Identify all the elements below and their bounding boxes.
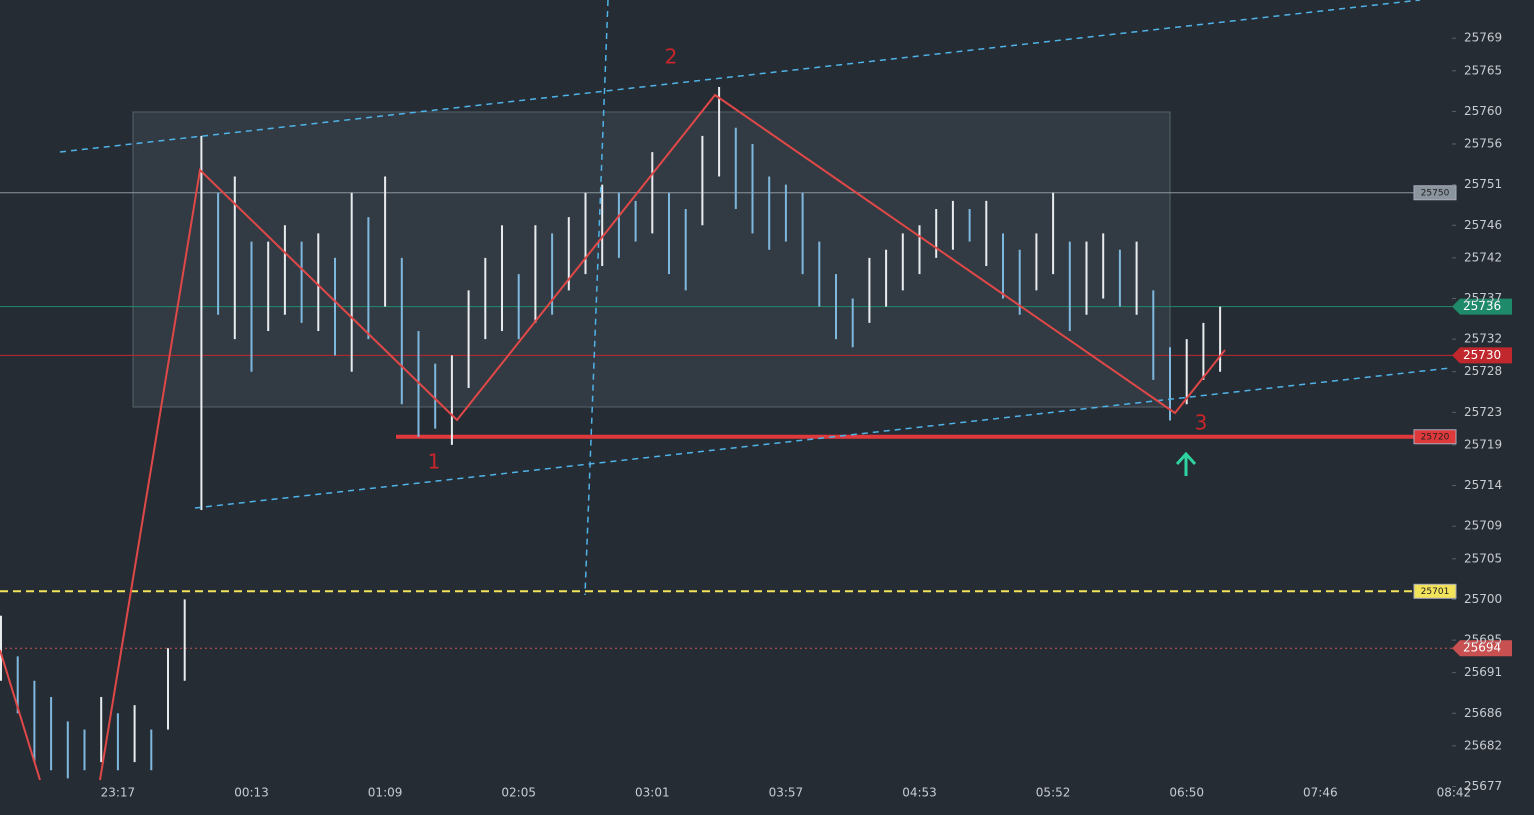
y-tick-label: 25714 [1464,478,1502,492]
y-tick-label: 25695 [1464,633,1502,647]
annotation: 2 [665,45,678,69]
y-tick-label: 25686 [1464,706,1502,720]
y-tick-label: 25756 [1464,136,1502,150]
price-tag-label: 25750 [1421,188,1450,198]
y-tick-label: 25760 [1464,104,1502,118]
price-tag [1413,583,1457,599]
x-tick-label: 01:09 [368,786,403,800]
x-tick-label: 02:05 [501,786,536,800]
price-tag [1452,347,1512,364]
price-tag-label: 25720 [1421,432,1450,442]
y-tick-label: 25700 [1464,592,1502,606]
channel-lower [194,367,1451,509]
price-tag-label: 25694 [1463,641,1501,655]
price-tag [1452,640,1512,657]
annotation: 1 [428,450,441,474]
channel-upper [59,0,1421,153]
y-tick-label: 25709 [1464,519,1502,533]
price-tag [1413,429,1457,445]
pattern-line [0,649,41,781]
y-tick-label: 25751 [1464,177,1502,191]
y-tick-label: 25682 [1464,738,1502,752]
channel-lines [59,0,1451,596]
candles [0,87,1222,779]
y-tick-label: 25677 [1464,779,1502,793]
price-tag-label: 25701 [1421,587,1450,597]
x-tick-label: 04:53 [902,786,937,800]
x-tick-label: 06:50 [1169,786,1204,800]
signal-arrow [1175,451,1197,476]
axes: 25769 25765 25760 25756 25751 25746 25742 25737… [101,31,1503,800]
price-tag-label: 25736 [1463,299,1501,313]
annotation: 3 [1195,411,1208,435]
y-tick-label: 25732 [1464,332,1502,346]
price-tag [1452,298,1512,315]
levels: 25750 25736 25730 25720 25701 25694 [0,185,1512,657]
x-tick-label: 00:13 [234,786,269,800]
y-tick-label: 25746 [1464,218,1502,232]
price-tag-label: 25730 [1463,348,1501,362]
y-tick-label: 25723 [1464,405,1502,419]
y-tick-label: 25737 [1464,291,1502,305]
x-tick-label: 07:46 [1303,786,1338,800]
x-tick-label: 03:57 [769,786,804,800]
x-tick-label: 03:01 [635,786,670,800]
vertical-line [584,0,609,596]
x-tick-label: 05:52 [1036,786,1071,800]
y-tick-label: 25719 [1464,437,1502,451]
y-tick-label: 25769 [1464,31,1502,45]
y-tick-label: 25691 [1464,665,1502,679]
y-tick-label: 25742 [1464,250,1502,264]
price-tag [1413,185,1457,201]
y-tick-label: 25728 [1464,364,1502,378]
x-tick-label: 23:17 [101,786,136,800]
y-tick-label: 25765 [1464,63,1502,77]
y-tick-label: 25705 [1464,551,1502,565]
x-tick-label: 08:42 [1437,786,1472,800]
pattern-line [99,93,1226,781]
